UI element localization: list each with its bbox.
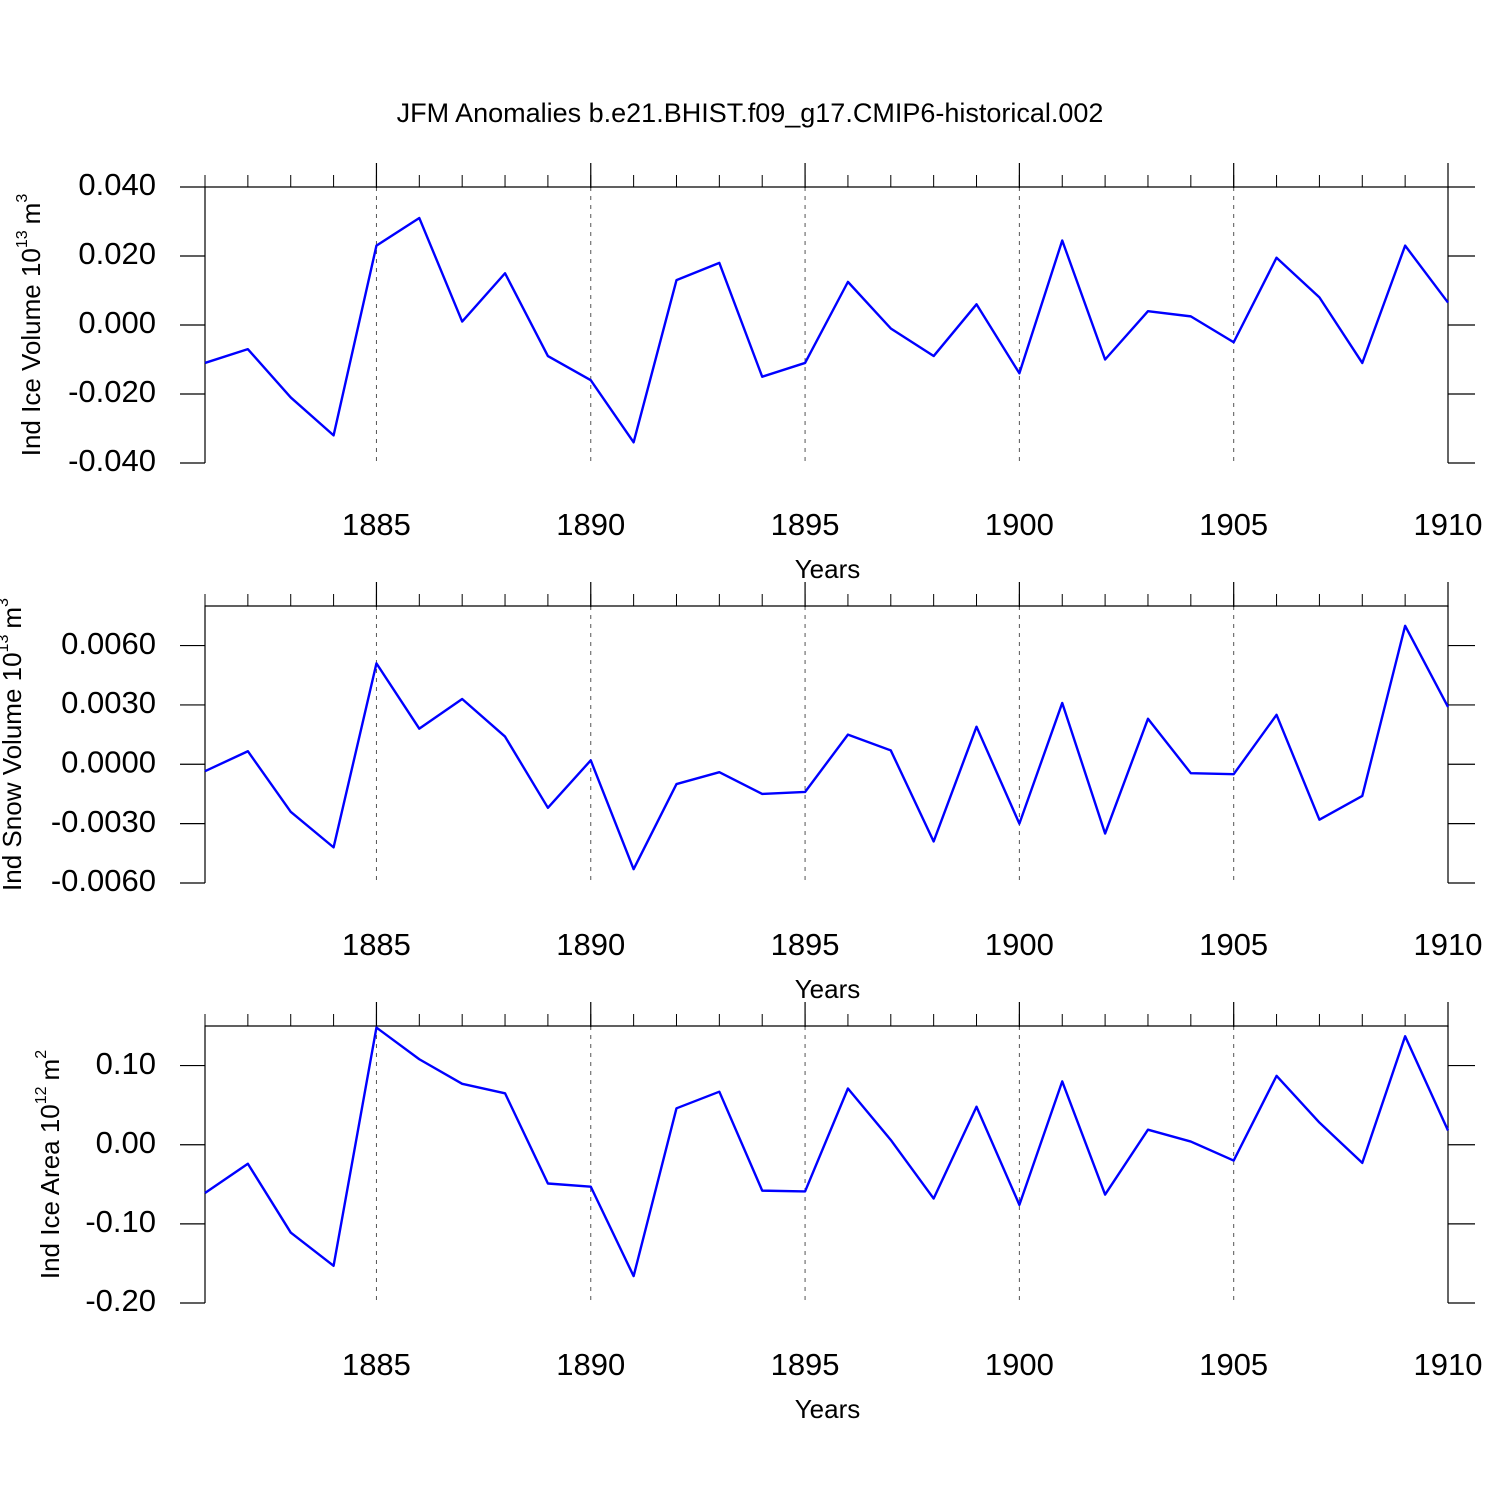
y-axis-label-exponent: 13 <box>0 635 12 653</box>
x-tick-label: 1885 <box>342 1347 411 1382</box>
frame <box>204 605 1449 883</box>
y-axis-label-text: Ind Ice Volume 10 <box>16 248 46 456</box>
y-tick-label: -0.10 <box>85 1204 156 1239</box>
x-tick-label: 1910 <box>1414 1347 1483 1382</box>
y-tick-label: -0.0060 <box>51 863 156 898</box>
y-tick-label: 0.020 <box>78 236 156 271</box>
x-tick-label: 1910 <box>1414 507 1483 542</box>
y-tick-label: 0.00 <box>96 1125 156 1160</box>
y-axis-label-text: Ind Snow Volume 10 <box>0 652 27 891</box>
y-axis-label-exponent: 13 <box>14 230 31 248</box>
x-tick-label: 1890 <box>556 507 625 542</box>
y-axis-label-unit: m <box>35 1059 65 1081</box>
x-tick-label: 1905 <box>1199 507 1268 542</box>
y-tick-label: -0.0030 <box>51 804 156 839</box>
x-tick-label: 1890 <box>556 927 625 962</box>
data-line <box>204 624 1450 871</box>
y-axis-label: Ind Snow Volume 1013 m3 <box>0 598 27 891</box>
y-tick-label: 0.0000 <box>61 744 156 779</box>
x-tick-label: 1905 <box>1199 1347 1268 1382</box>
data-line <box>204 1026 1450 1278</box>
x-tick-label: 1900 <box>985 1347 1054 1382</box>
y-axis-label-unit-exponent: 3 <box>14 194 31 203</box>
y-axis-label: Ind Ice Volume 1013 m3 <box>14 194 46 457</box>
y-axis-label-unit: m <box>0 607 27 629</box>
x-tick-label: 1885 <box>342 927 411 962</box>
x-tick-label: 1890 <box>556 1347 625 1382</box>
y-tick-label: 0.000 <box>78 305 156 340</box>
y-tick-label: -0.20 <box>85 1283 156 1318</box>
x-tick-label: 1905 <box>1199 927 1268 962</box>
x-tick-label: 1900 <box>985 927 1054 962</box>
y-axis-label: Ind Ice Area 1012 m2 <box>33 1050 65 1279</box>
y-tick-label: 0.10 <box>96 1046 156 1081</box>
frame <box>204 186 1449 463</box>
x-tick-label: 1895 <box>771 507 840 542</box>
x-axis-label: Years <box>795 1394 861 1424</box>
y-tick-label: 0.0030 <box>61 685 156 720</box>
y-axis-label-unit-exponent: 3 <box>0 598 12 607</box>
x-axis-label: Years <box>795 554 861 584</box>
x-tick-label: 1910 <box>1414 927 1483 962</box>
x-tick-label: 1895 <box>771 927 840 962</box>
y-tick-label: -0.020 <box>68 374 156 409</box>
x-tick-label: 1900 <box>985 507 1054 542</box>
frame <box>204 1025 1449 1303</box>
y-axis-label-unit: m <box>16 203 46 225</box>
y-axis-label-text: Ind Ice Area 10 <box>35 1104 65 1279</box>
y-tick-label: -0.040 <box>68 443 156 478</box>
y-axis-label-unit-exponent: 2 <box>33 1050 50 1059</box>
x-tick-label: 1885 <box>342 507 411 542</box>
y-tick-label: 0.0060 <box>61 626 156 661</box>
x-axis-label: Years <box>795 974 861 1004</box>
y-axis-label-exponent: 12 <box>33 1086 50 1104</box>
figure-title: JFM Anomalies b.e21.BHIST.f09_g17.CMIP6-… <box>397 98 1104 128</box>
y-tick-label: 0.040 <box>78 167 156 202</box>
data-line <box>204 216 1449 444</box>
x-tick-label: 1895 <box>771 1347 840 1382</box>
